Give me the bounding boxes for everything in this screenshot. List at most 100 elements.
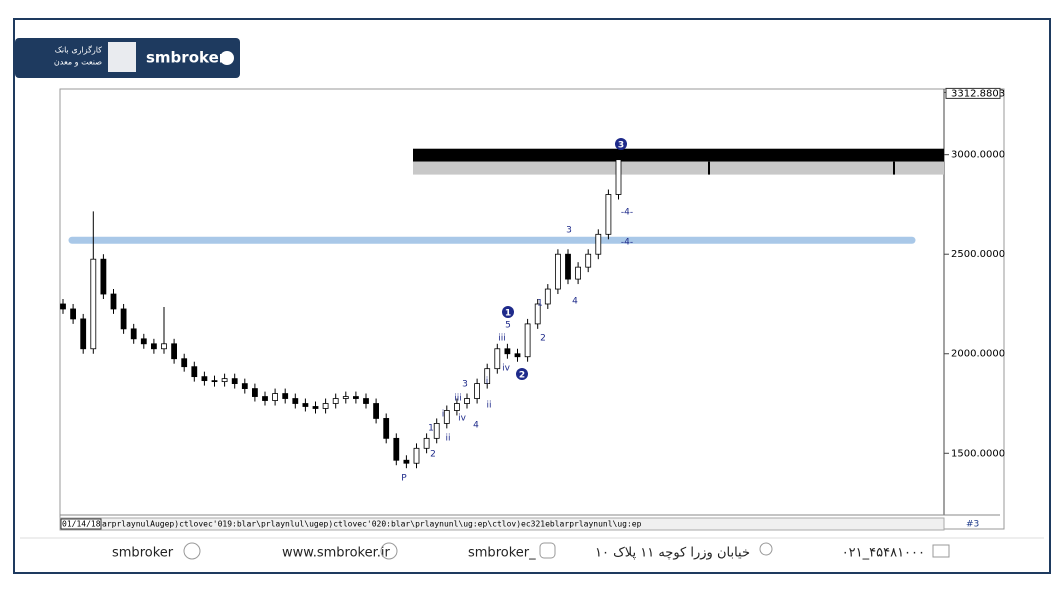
wave-label: 1 xyxy=(428,424,434,434)
footer-telegram: smbroker xyxy=(112,546,174,561)
candle-body xyxy=(332,398,339,404)
y-tick-label: 2500.0000 xyxy=(951,249,1005,260)
wave-marker xyxy=(502,306,514,318)
candle-body xyxy=(292,398,299,404)
wave-label: 2 xyxy=(430,450,436,460)
wave-marker xyxy=(516,368,528,380)
candle-body xyxy=(120,308,127,330)
candle-body xyxy=(342,396,349,399)
y-tick-label: 2000.0000 xyxy=(951,349,1005,360)
wave-label: iii xyxy=(498,334,506,344)
candle-body xyxy=(100,258,107,295)
candle-body xyxy=(403,459,410,464)
phone-icon xyxy=(932,544,950,558)
candle-body xyxy=(70,308,76,320)
candle-body xyxy=(474,383,481,399)
candle-body xyxy=(251,388,258,397)
candle-body xyxy=(565,253,571,280)
wave-label: ii xyxy=(486,401,491,411)
zone xyxy=(413,161,944,175)
candle-body xyxy=(191,366,198,378)
candle-body xyxy=(241,383,248,389)
candle-body xyxy=(140,338,147,345)
last-price-box xyxy=(945,87,1001,99)
wave-label: i xyxy=(486,377,489,387)
candle-body xyxy=(363,398,369,404)
web-icon xyxy=(380,542,398,560)
candle-body xyxy=(171,343,178,360)
candle-body xyxy=(544,288,551,305)
candle-body xyxy=(423,437,430,449)
candle-body xyxy=(312,406,319,409)
candle-body xyxy=(524,323,531,358)
y-tick-label: 1500.0000 xyxy=(951,448,1005,459)
wave-label: P xyxy=(401,474,407,484)
candle-body xyxy=(393,437,400,461)
candle-body xyxy=(90,258,97,350)
candle-body xyxy=(272,393,279,401)
candle-body xyxy=(322,403,329,409)
candle-body xyxy=(504,348,511,355)
candle-body xyxy=(433,423,440,439)
candle-body xyxy=(130,328,137,340)
wave-label: 4 xyxy=(572,297,578,307)
candle-body xyxy=(534,303,541,325)
y-tick-label: 3312.8803 xyxy=(951,88,1005,99)
candle-body xyxy=(575,266,581,280)
candle-body xyxy=(211,380,218,383)
candle-body xyxy=(413,447,420,464)
zone xyxy=(413,148,944,162)
candle-body xyxy=(161,343,167,350)
x-axis-text: arprlaynulAugep)ctlovec'019:blar\prlaynl… xyxy=(102,520,642,529)
candle-body xyxy=(453,403,460,411)
candle-body xyxy=(484,368,491,385)
brand: smbroker xyxy=(146,49,227,67)
y-tick-label: 3000.0000 xyxy=(951,150,1005,161)
wave-label: 3 xyxy=(566,226,572,236)
logo-icon xyxy=(108,42,136,72)
footer-phone: ۰۲۱_۴۵۴۸۱۰۰۰ xyxy=(842,546,925,561)
telegram-icon xyxy=(183,542,201,560)
footer-website: www.smbroker.ir xyxy=(282,546,390,561)
logo-text: کارگزاری بانک xyxy=(55,45,102,55)
candle-body xyxy=(494,348,501,370)
wave-label: i xyxy=(442,410,445,420)
candle-body xyxy=(201,376,208,382)
wave-label: 2 xyxy=(519,371,525,381)
wave-label: 2 xyxy=(540,334,546,344)
candle-body xyxy=(262,396,268,401)
candle-body xyxy=(383,418,390,439)
x-axis-bar xyxy=(59,517,945,531)
candle-body xyxy=(464,398,470,404)
candle-body xyxy=(181,358,188,368)
wave-label: -4- xyxy=(621,208,633,218)
candle-body xyxy=(302,403,309,407)
candle-body xyxy=(80,318,87,350)
wave-marker xyxy=(615,138,627,150)
wave-label: ii xyxy=(445,434,450,444)
candle-body xyxy=(150,343,157,350)
wave-label: iv xyxy=(502,364,511,374)
candle-body xyxy=(373,403,380,419)
logo-subtext: صنعت و معدن xyxy=(54,58,102,67)
footer-address: خیابان وزرا کوچه ۱۱ پلاک ۱۰ xyxy=(595,546,750,561)
candle-body xyxy=(443,410,450,424)
page-label: #3 xyxy=(966,520,979,530)
candle-body xyxy=(282,393,289,399)
wave-label: 1 xyxy=(537,299,543,309)
wave-label: 3 xyxy=(618,141,624,151)
wave-label: iii xyxy=(454,394,462,404)
wave-label: iv xyxy=(458,414,467,424)
wave-label: 3 xyxy=(462,380,468,390)
footer-instagram: smbroker_ xyxy=(468,546,536,561)
location-icon xyxy=(759,542,773,556)
x-start-box xyxy=(60,518,102,530)
candle-body xyxy=(60,303,66,310)
candle-body xyxy=(585,253,592,268)
candle-body xyxy=(231,378,238,385)
x-start-label: 01/14/18 xyxy=(62,520,101,529)
candle-body xyxy=(595,233,602,255)
candle-body xyxy=(514,353,521,358)
candle-body xyxy=(615,159,622,195)
